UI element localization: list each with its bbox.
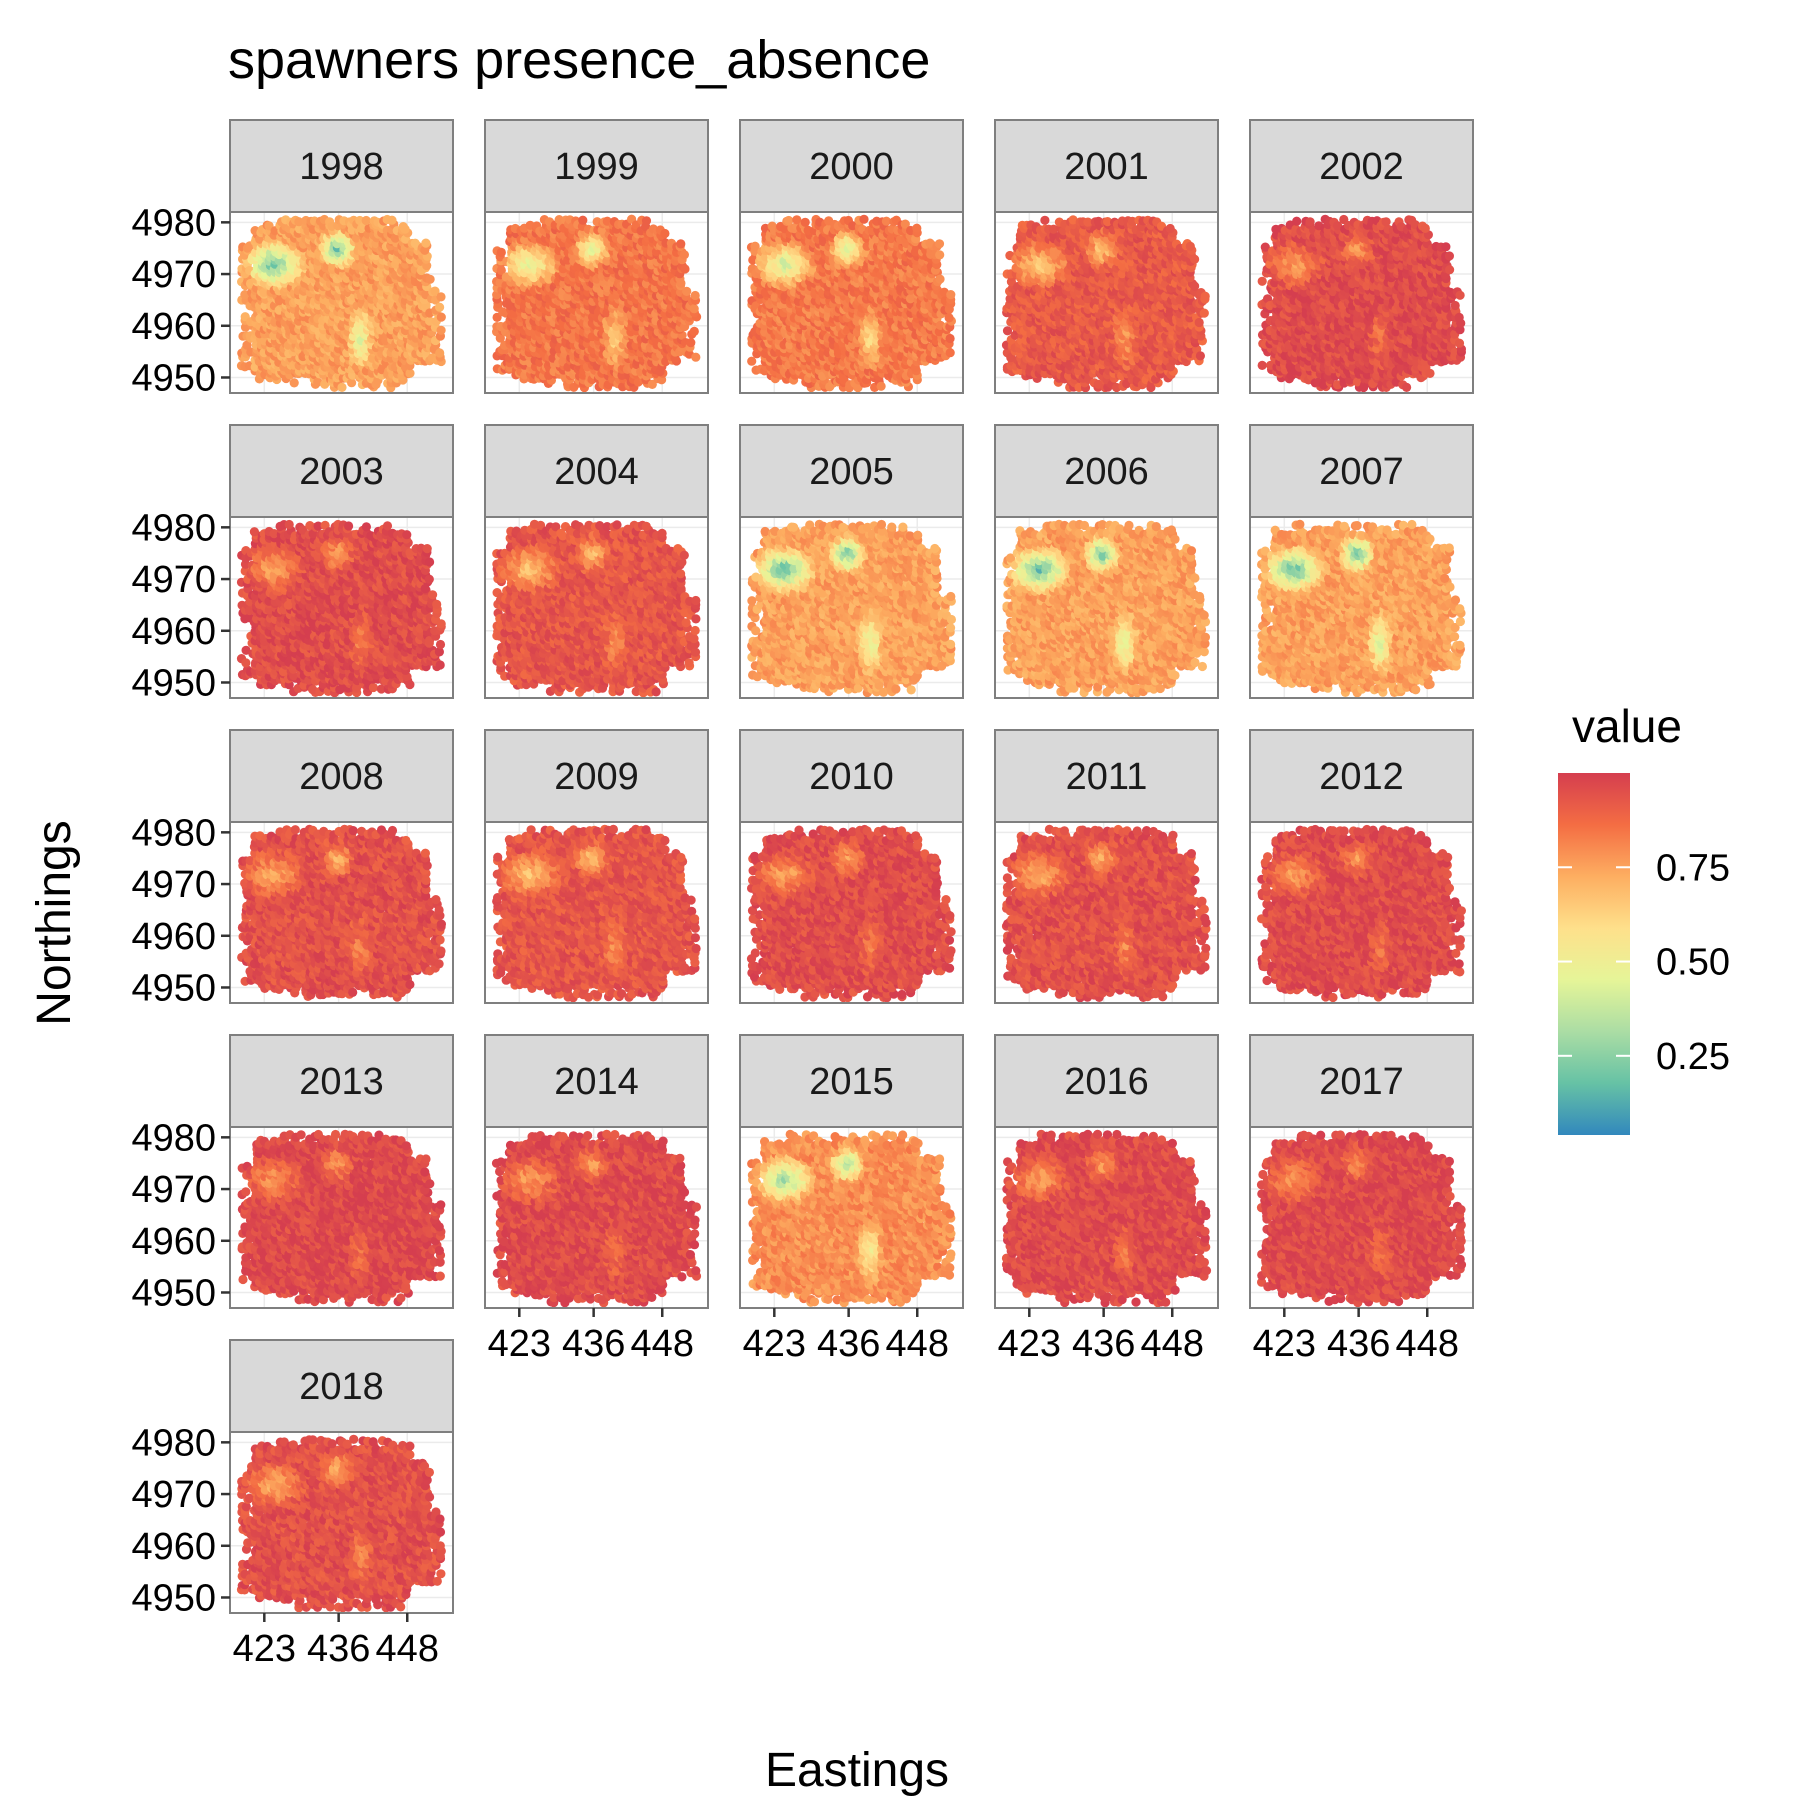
- heat-point: [435, 302, 445, 312]
- heat-point: [1040, 215, 1050, 225]
- heat-point: [945, 348, 955, 358]
- heat-point: [676, 239, 686, 249]
- heat-point: [436, 292, 446, 302]
- heat-point: [680, 264, 690, 274]
- heat-point: [686, 338, 696, 348]
- y-axis-title: Northings: [28, 820, 81, 1025]
- heat-point: [259, 287, 269, 297]
- heat-point: [255, 234, 265, 244]
- y-tick-label: 4970: [131, 254, 216, 296]
- heat-point: [421, 238, 431, 248]
- heat-point: [400, 224, 410, 234]
- heat-point: [641, 216, 652, 226]
- facet-strip-label: 2001: [1064, 146, 1149, 188]
- facet-panel-2001: 2001: [994, 119, 1219, 394]
- heat-point: [689, 326, 699, 336]
- heat-point: [435, 348, 445, 358]
- heat-point: [689, 304, 699, 314]
- y-tick-label: 4960: [131, 306, 216, 348]
- y-tick-label: 4950: [131, 357, 216, 399]
- heat-point: [436, 312, 446, 322]
- heat-point: [946, 290, 956, 300]
- heat-point: [337, 382, 347, 392]
- heat-point: [682, 286, 692, 296]
- heat-point: [935, 274, 945, 284]
- heat-point: [912, 223, 922, 233]
- heat-point: [425, 274, 435, 284]
- heat-points: [746, 214, 957, 393]
- heat-point: [691, 352, 701, 362]
- facet-panel-1999: 1999: [484, 119, 709, 394]
- heat-point: [876, 381, 886, 391]
- heat-point: [578, 215, 588, 225]
- heat-point: [945, 333, 955, 344]
- heat-point: [690, 290, 700, 301]
- facet-panel-2000: 2000: [739, 119, 964, 394]
- x-axis-title: Eastings: [765, 1744, 949, 1797]
- chart-title: spawners presence_absence: [228, 30, 930, 90]
- y-tick-label: 4980: [131, 202, 216, 244]
- facet-strip-label: 1999: [554, 146, 639, 188]
- facet-strip-label: 1998: [299, 146, 384, 188]
- heat-point: [436, 325, 446, 335]
- heat-point: [679, 250, 690, 260]
- heat-point: [934, 239, 945, 249]
- heat-point: [660, 228, 670, 239]
- heat-point: [496, 247, 506, 257]
- heat-point: [361, 215, 371, 226]
- heat-point: [935, 250, 945, 260]
- heat-point: [264, 221, 274, 231]
- heat-point: [294, 217, 304, 227]
- heat-points: [236, 214, 446, 393]
- heat-point: [800, 217, 810, 227]
- heat-point: [859, 214, 869, 224]
- facet-strip: [229, 119, 454, 213]
- facet-strip-label: 2000: [809, 146, 894, 188]
- heat-point: [784, 215, 794, 226]
- heat-point: [944, 313, 954, 323]
- heat-point: [289, 378, 299, 388]
- heat-point: [242, 340, 252, 350]
- heat-point: [387, 215, 397, 225]
- facet-panel-1998: 1998 4950 4960 4970 4980: [131, 119, 454, 399]
